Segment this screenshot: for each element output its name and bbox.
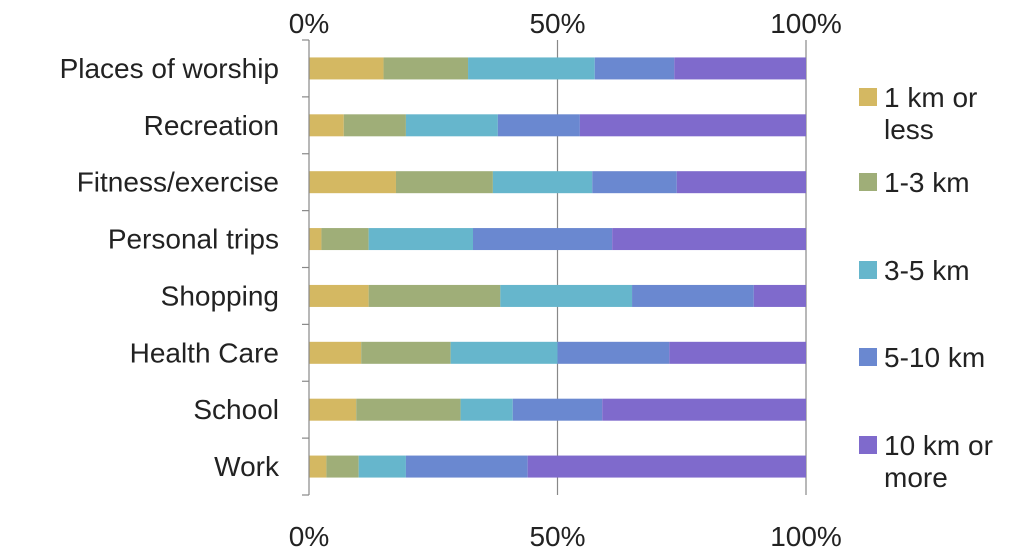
bar-recreation-3-5-km — [405, 114, 498, 137]
gridlines — [556, 40, 807, 495]
category-label-shopping: Shopping — [161, 280, 279, 311]
bar-shopping-1-3-km — [368, 284, 501, 307]
bar-places-of-worship-5-10-km — [594, 57, 675, 80]
legend-swatch — [859, 261, 877, 279]
legend-item-1-3-km: 1-3 km — [859, 167, 970, 198]
bottom-tick-label-50: 50% — [529, 521, 585, 552]
bar-work-1-3-km — [326, 455, 359, 478]
bar-work-1-km-or-less — [309, 455, 327, 478]
bar-shopping-5-10-km — [632, 284, 754, 307]
legend-label: 10 km or more — [884, 430, 993, 493]
bar-school-10-km-or-more — [602, 398, 806, 421]
bar-health-care-1-km-or-less — [309, 341, 362, 364]
legend-item-1-km-or-less: 1 km or less — [859, 82, 977, 145]
bar-recreation-1-km-or-less — [309, 114, 344, 137]
bar-health-care-10-km-or-more — [669, 341, 806, 364]
bar-work-3-5-km — [358, 455, 406, 478]
legend-label: 1-3 km — [884, 167, 970, 198]
bar-health-care-1-3-km — [361, 341, 451, 364]
bar-recreation-1-3-km — [343, 114, 406, 137]
legend-label: 3-5 km — [884, 255, 970, 286]
legend-item-5-10-km: 5-10 km — [859, 342, 985, 373]
bar-shopping-10-km-or-more — [753, 284, 806, 307]
bar-school-1-3-km — [356, 398, 461, 421]
bar-fitness-exercise-10-km-or-more — [676, 171, 806, 194]
bar-personal-trips-5-10-km — [473, 228, 613, 251]
bar-work-10-km-or-more — [527, 455, 806, 478]
bar-recreation-10-km-or-more — [579, 114, 806, 137]
bar-personal-trips-1-km-or-less — [309, 228, 322, 251]
bar-places-of-worship-1-km-or-less — [309, 57, 384, 80]
bar-shopping-3-5-km — [500, 284, 633, 307]
bar-personal-trips-3-5-km — [368, 228, 474, 251]
legend: 1 km or less 1-3 km 3-5 km 5-10 km 10 km or mo… — [859, 82, 993, 493]
category-label-work: Work — [214, 451, 280, 482]
category-label-recreation: Recreation — [144, 110, 279, 141]
top-tick-label-0: 0% — [289, 8, 329, 39]
category-label-places-of-worship: Places of worship — [60, 53, 279, 84]
category-label-health-care: Health Care — [130, 337, 279, 368]
bar-personal-trips-1-3-km — [321, 228, 369, 251]
bar-places-of-worship-1-3-km — [383, 57, 469, 80]
category-axis — [302, 39, 310, 496]
bar-recreation-5-10-km — [497, 114, 580, 137]
bar-work-5-10-km — [405, 455, 528, 478]
bar-fitness-exercise-1-3-km — [395, 171, 493, 194]
bottom-tick-label-100: 100% — [770, 521, 842, 552]
bar-fitness-exercise-1-km-or-less — [309, 171, 396, 194]
legend-swatch — [859, 173, 877, 191]
top-tick-labels: 0% 50% 100% — [289, 8, 842, 39]
category-label-fitness-exercise: Fitness/exercise — [77, 167, 279, 198]
legend-label: 5-10 km — [884, 342, 985, 373]
bottom-tick-labels: 0% 50% 100% — [289, 521, 842, 552]
category-label-school: School — [193, 394, 279, 425]
legend-swatch — [859, 436, 877, 454]
bar-school-1-km-or-less — [309, 398, 357, 421]
bar-health-care-3-5-km — [450, 341, 558, 364]
legend-item-10-km-or-more: 10 km or more — [859, 430, 993, 493]
top-tick-label-50: 50% — [529, 8, 585, 39]
legend-label: 1 km or less — [884, 82, 977, 145]
category-labels: Places of worship Recreation Fitness/exerc… — [60, 53, 280, 482]
bar-fitness-exercise-5-10-km — [592, 171, 677, 194]
legend-swatch — [859, 88, 877, 106]
bar-places-of-worship-10-km-or-more — [674, 57, 806, 80]
bar-school-3-5-km — [460, 398, 513, 421]
bar-personal-trips-10-km-or-more — [612, 228, 806, 251]
bottom-tick-label-0: 0% — [289, 521, 329, 552]
bar-shopping-1-km-or-less — [309, 284, 369, 307]
legend-item-3-5-km: 3-5 km — [859, 255, 970, 286]
bar-school-5-10-km — [512, 398, 603, 421]
bar-fitness-exercise-3-5-km — [492, 171, 593, 194]
category-label-personal-trips: Personal trips — [108, 224, 279, 255]
top-tick-label-100: 100% — [770, 8, 842, 39]
bar-places-of-worship-3-5-km — [468, 57, 595, 80]
legend-swatch — [859, 348, 877, 366]
bar-health-care-5-10-km — [557, 341, 670, 364]
bars — [309, 57, 806, 478]
